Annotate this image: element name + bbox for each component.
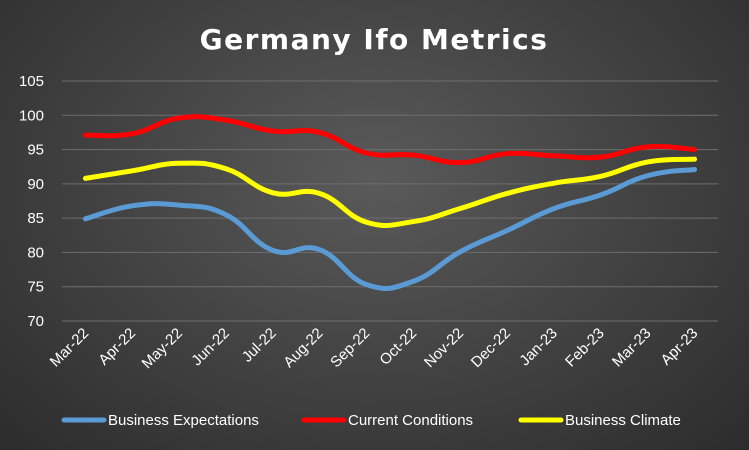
x-tick-label: Jun-22	[188, 325, 232, 369]
x-tick-label: Mar-23	[609, 325, 655, 371]
x-tick-label: Jul-22	[239, 325, 280, 366]
y-tick-label: 85	[27, 210, 44, 227]
x-tick-label: Aug-22	[280, 325, 326, 371]
y-axis-ticks: 70 75 80 85 90 95 100 105	[19, 73, 44, 330]
y-tick-label: 80	[27, 244, 44, 261]
legend-label-current-conditions: Current Conditions	[348, 412, 473, 429]
series-line-current-conditions	[82, 114, 698, 166]
series-lines	[82, 114, 698, 292]
x-tick-label: Sep-22	[327, 325, 373, 371]
x-tick-label: Jan-23	[516, 325, 560, 369]
x-tick-label: Dec-22	[468, 325, 514, 371]
x-tick-label: Feb-23	[562, 325, 608, 371]
legend-label-business-climate: Business Climate	[565, 412, 681, 429]
x-tick-label: May-22	[139, 325, 186, 372]
x-axis-ticks: Mar-22 Apr-22 May-22 Jun-22 Jul-22 Aug-22 Sep-…	[47, 325, 702, 372]
chart-title: Germany Ifo Metrics	[200, 23, 549, 56]
y-tick-label: 90	[27, 176, 44, 193]
gridlines	[62, 80, 718, 322]
y-tick-label: 100	[19, 107, 44, 124]
legend-label-business-expectations: Business Expectations	[108, 412, 259, 429]
x-tick-label: Oct-22	[376, 325, 420, 369]
series-line-business-expectations	[82, 166, 698, 292]
y-tick-label: 95	[27, 142, 44, 159]
legend: Business Expectations Current Conditions B…	[61, 412, 681, 429]
y-tick-label: 75	[27, 279, 44, 296]
x-tick-label: Apr-23	[658, 325, 702, 369]
y-tick-label: 70	[27, 313, 44, 330]
x-tick-label: Apr-22	[95, 325, 139, 369]
series-line-business-climate	[82, 156, 698, 229]
x-tick-label: Mar-22	[47, 325, 93, 371]
x-tick-label: Nov-22	[421, 325, 467, 371]
y-tick-label: 105	[19, 73, 44, 90]
